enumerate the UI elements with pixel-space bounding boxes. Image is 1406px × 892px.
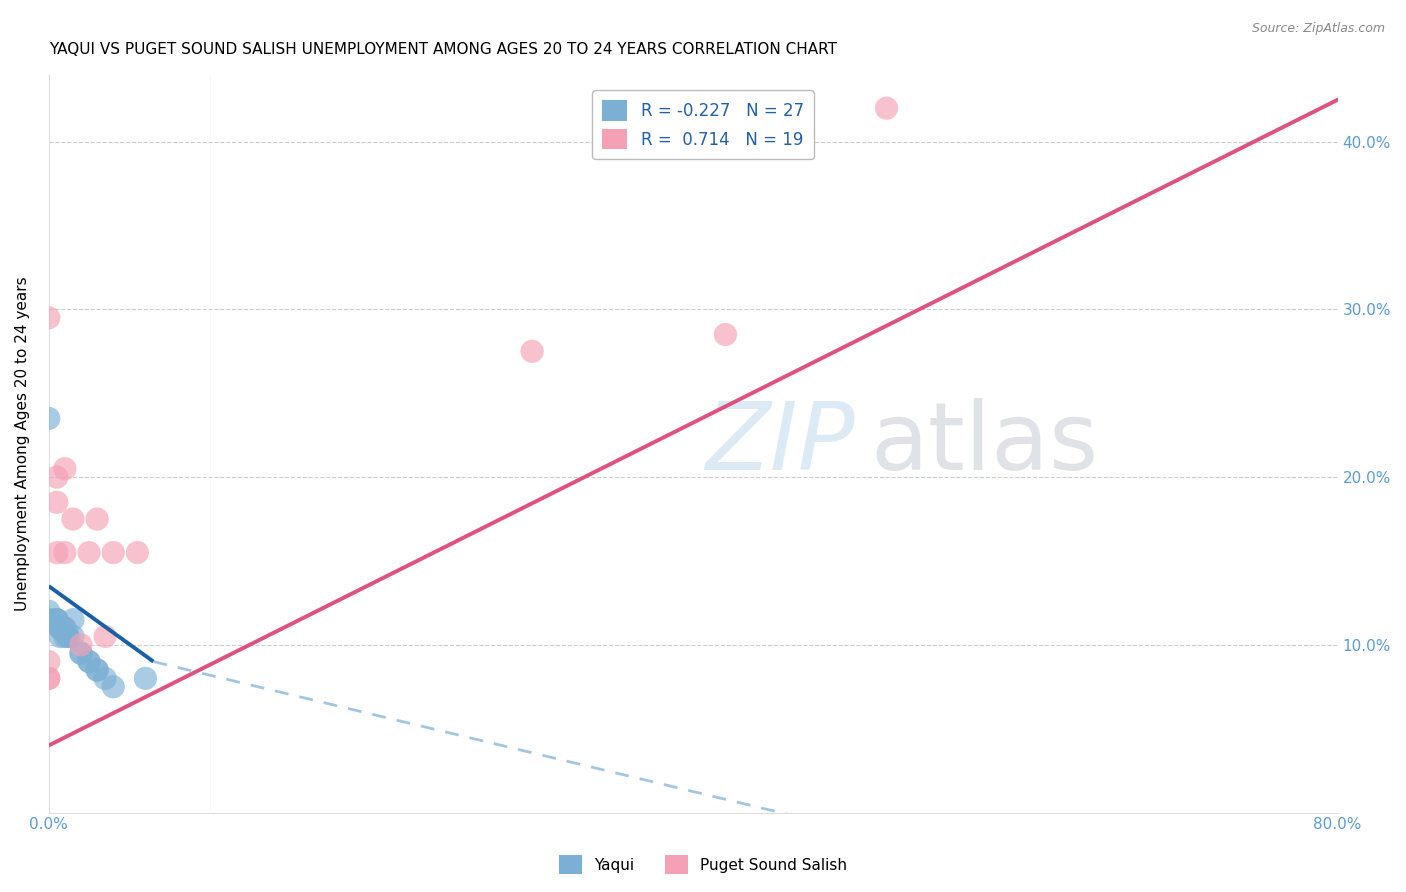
Legend: Yaqui, Puget Sound Salish: Yaqui, Puget Sound Salish [553, 849, 853, 880]
Point [53, 629, 76, 643]
Point [53, 621, 76, 635]
Point [103, 680, 125, 694]
Point [86, 663, 108, 677]
Point [94, 672, 117, 686]
Point [45, 470, 67, 484]
Point [70, 646, 93, 660]
Point [70, 646, 93, 660]
Point [45, 545, 67, 559]
Text: ZIP: ZIP [704, 398, 855, 489]
Point [94, 629, 117, 643]
Text: Source: ZipAtlas.com: Source: ZipAtlas.com [1251, 22, 1385, 36]
Point [45, 613, 67, 627]
Point [45, 613, 67, 627]
Point [62, 512, 84, 526]
Point [53, 545, 76, 559]
Point [77, 655, 100, 669]
Point [45, 613, 67, 627]
Point [49, 621, 72, 635]
Point [53, 461, 76, 475]
Point [38, 411, 60, 425]
Point [56, 629, 79, 643]
Point [49, 621, 72, 635]
Point [56, 629, 79, 643]
Point [49, 629, 72, 643]
Text: YAQUI VS PUGET SOUND SALISH UNEMPLOYMENT AMONG AGES 20 TO 24 YEARS CORRELATION C: YAQUI VS PUGET SOUND SALISH UNEMPLOYMENT… [49, 42, 837, 57]
Point [38, 613, 60, 627]
Point [45, 495, 67, 509]
Point [49, 621, 72, 635]
Point [38, 310, 60, 325]
Point [714, 327, 737, 342]
Point [38, 655, 60, 669]
Text: atlas: atlas [870, 398, 1098, 490]
Point [103, 545, 125, 559]
Point [53, 621, 76, 635]
Y-axis label: Unemployment Among Ages 20 to 24 years: Unemployment Among Ages 20 to 24 years [15, 277, 30, 611]
Point [876, 101, 898, 115]
Point [38, 672, 60, 686]
Point [134, 672, 156, 686]
Point [77, 655, 100, 669]
Point [86, 512, 108, 526]
Point [127, 545, 149, 559]
Point [70, 638, 93, 652]
Point [520, 344, 543, 359]
Legend: R = -0.227   N = 27, R =  0.714   N = 19: R = -0.227 N = 27, R = 0.714 N = 19 [592, 90, 814, 160]
Point [38, 613, 60, 627]
Point [38, 604, 60, 618]
Point [77, 545, 100, 559]
Point [62, 613, 84, 627]
Point [38, 672, 60, 686]
Point [86, 663, 108, 677]
Point [62, 629, 84, 643]
